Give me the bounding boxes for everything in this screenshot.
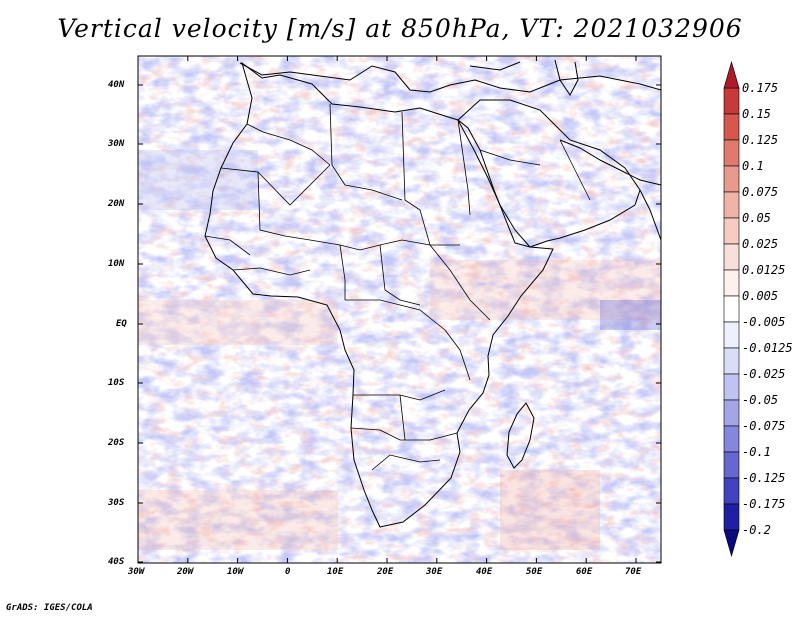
lon-label-30w: 30W: [128, 567, 145, 577]
axis-ticks: [137, 56, 661, 563]
lon-label-70e: 70E: [625, 567, 642, 577]
colorbar: [723, 60, 740, 558]
lon-label-10w: 10W: [227, 567, 244, 577]
lat-label-30s: 30S: [108, 498, 125, 508]
colorbar-label: -0.2: [742, 523, 771, 537]
colorbar-swatch: [723, 347, 740, 375]
colorbar-label: -0.125: [742, 471, 786, 485]
lon-label-30e: 30E: [426, 567, 443, 577]
colorbar-swatch: [723, 503, 740, 531]
country-borders: [204, 103, 591, 471]
velocity-field: [138, 56, 661, 563]
lon-label-10e: 10E: [327, 567, 344, 577]
colorbar-label: -0.025: [742, 367, 786, 381]
colorbar-swatch: [723, 451, 740, 479]
colorbar-swatch: [723, 425, 740, 453]
colorbar-label: 0.05: [742, 211, 771, 225]
colorbar-swatch: [723, 399, 740, 427]
coastlines: [204, 59, 661, 528]
colorbar-swatch: [723, 165, 740, 193]
colorbar-label: 0.1: [742, 159, 764, 173]
colorbar-label: -0.175: [742, 497, 786, 511]
colorbar-swatch: [723, 113, 740, 141]
lat-label-20n: 20N: [108, 199, 125, 209]
lon-label-40e: 40E: [476, 567, 493, 577]
lon-label-50e: 50E: [526, 567, 543, 577]
colorbar-swatch: [723, 477, 740, 505]
colorbar-label: -0.005: [742, 315, 786, 329]
colorbar-swatch: [723, 269, 740, 297]
colorbar-label: -0.05: [742, 393, 779, 407]
colorbar-label: 0.15: [742, 107, 771, 121]
lon-label-20e: 20E: [377, 567, 394, 577]
colorbar-swatch: [723, 87, 740, 115]
colorbar-label: 0.125: [742, 133, 779, 147]
colorbar-swatch: [723, 191, 740, 219]
lat-label-eq: EQ: [116, 319, 127, 329]
lat-label-10n: 10N: [108, 259, 125, 269]
lat-label-30n: 30N: [108, 139, 125, 149]
colorbar-label: 0.005: [742, 289, 779, 303]
lon-label-20w: 20W: [177, 567, 194, 577]
colorbar-bottom-arrow: [723, 529, 740, 558]
lat-label-40n: 40N: [108, 80, 125, 90]
plot-frame: [137, 55, 662, 564]
lat-label-40s: 40S: [108, 557, 125, 567]
colorbar-label: -0.1: [742, 445, 771, 459]
colorbar-top-arrow: [723, 60, 740, 89]
colorbar-label: 0.075: [742, 185, 779, 199]
map-title: Vertical velocity [m/s] at 850hPa, VT: 2…: [57, 14, 743, 43]
lon-label-60e: 60E: [576, 567, 593, 577]
colorbar-label: -0.075: [742, 419, 786, 433]
colorbar-label: 0.0125: [742, 263, 786, 277]
colorbar-swatch: [723, 321, 740, 349]
lat-label-10s: 10S: [108, 378, 125, 388]
lon-label-0: 0: [285, 567, 291, 577]
colorbar-swatch: [723, 217, 740, 245]
colorbar-swatch: [723, 295, 740, 323]
colorbar-swatch: [723, 139, 740, 167]
colorbar-label: -0.0125: [742, 341, 793, 355]
colorbar-swatch: [723, 243, 740, 271]
colorbar-label: 0.175: [742, 81, 779, 95]
colorbar-swatch: [723, 373, 740, 401]
grads-credit: GrADS: IGES/COLA: [6, 603, 93, 613]
lat-label-20s: 20S: [108, 438, 125, 448]
colorbar-label: 0.025: [742, 237, 779, 251]
